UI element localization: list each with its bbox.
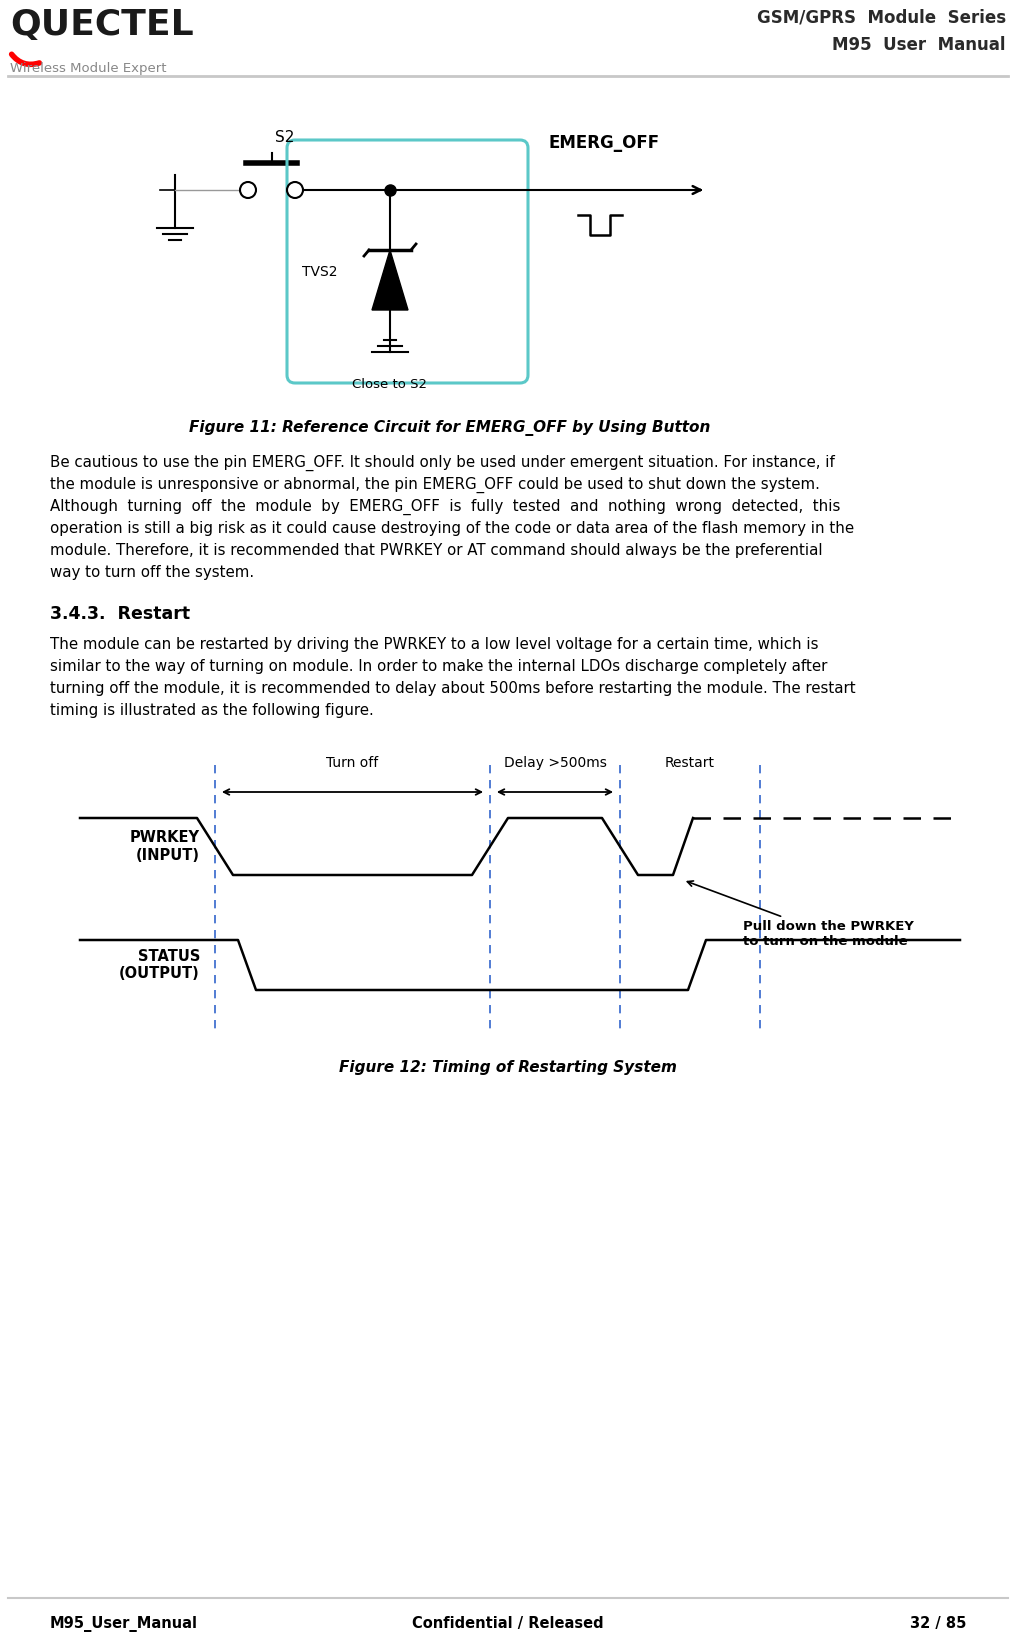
Text: TVS2: TVS2 xyxy=(303,265,338,278)
Polygon shape xyxy=(372,251,408,310)
Text: Figure 12: Timing of Restarting System: Figure 12: Timing of Restarting System xyxy=(339,1060,677,1075)
Text: GSM/GPRS  Module  Series: GSM/GPRS Module Series xyxy=(757,8,1006,26)
Text: turning off the module, it is recommended to delay about 500ms before restarting: turning off the module, it is recommende… xyxy=(50,681,855,696)
FancyArrowPatch shape xyxy=(11,54,40,64)
Text: Confidential / Released: Confidential / Released xyxy=(412,1617,604,1631)
Text: M95  User  Manual: M95 User Manual xyxy=(832,36,1006,54)
Text: 3.4.3.  Restart: 3.4.3. Restart xyxy=(50,604,190,622)
Text: Delay >500ms: Delay >500ms xyxy=(504,757,607,770)
Text: Figure 11: Reference Circuit for EMERG_OFF by Using Button: Figure 11: Reference Circuit for EMERG_O… xyxy=(189,419,710,436)
Text: Be cautious to use the pin EMERG_OFF. It should only be used under emergent situ: Be cautious to use the pin EMERG_OFF. It… xyxy=(50,455,835,472)
Circle shape xyxy=(240,182,256,198)
Text: Close to S2: Close to S2 xyxy=(353,378,428,391)
Text: S2: S2 xyxy=(275,129,295,146)
Text: way to turn off the system.: way to turn off the system. xyxy=(50,565,254,580)
Text: timing is illustrated as the following figure.: timing is illustrated as the following f… xyxy=(50,703,374,717)
Text: operation is still a big risk as it could cause destroying of the code or data a: operation is still a big risk as it coul… xyxy=(50,521,854,536)
Text: QUECTEL: QUECTEL xyxy=(10,8,194,43)
Text: M95_User_Manual: M95_User_Manual xyxy=(50,1617,198,1631)
Text: PWRKEY
(INPUT): PWRKEY (INPUT) xyxy=(130,830,200,863)
Circle shape xyxy=(287,182,303,198)
Text: 32 / 85: 32 / 85 xyxy=(909,1617,966,1631)
Text: Turn off: Turn off xyxy=(326,757,379,770)
Text: similar to the way of turning on module. In order to make the internal LDOs disc: similar to the way of turning on module.… xyxy=(50,658,827,673)
Text: The module can be restarted by driving the PWRKEY to a low level voltage for a c: The module can be restarted by driving t… xyxy=(50,637,819,652)
Text: module. Therefore, it is recommended that PWRKEY or AT command should always be : module. Therefore, it is recommended tha… xyxy=(50,544,823,559)
Text: the module is unresponsive or abnormal, the pin EMERG_OFF could be used to shut : the module is unresponsive or abnormal, … xyxy=(50,477,820,493)
Text: Pull down the PWRKEY
to turn on the module: Pull down the PWRKEY to turn on the modu… xyxy=(688,881,913,948)
Text: Restart: Restart xyxy=(665,757,715,770)
Text: STATUS
(OUTPUT): STATUS (OUTPUT) xyxy=(119,948,200,981)
Text: Although  turning  off  the  module  by  EMERG_OFF  is  fully  tested  and  noth: Although turning off the module by EMERG… xyxy=(50,500,840,516)
Text: EMERG_OFF: EMERG_OFF xyxy=(548,134,659,152)
Text: Wireless Module Expert: Wireless Module Expert xyxy=(10,62,167,75)
